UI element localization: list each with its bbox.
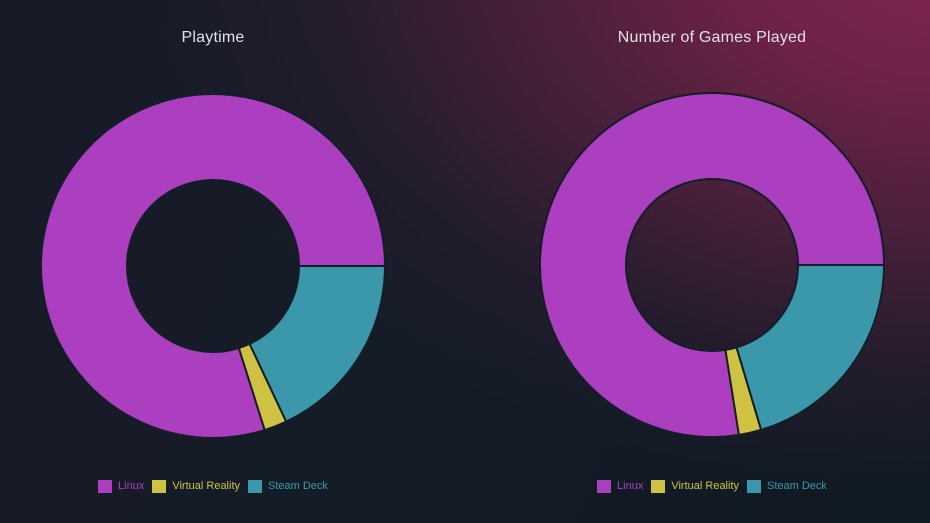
legend-item-steam-deck[interactable]: Steam Deck (747, 479, 827, 493)
legend-playtime: Linux Virtual Reality Steam Deck (33, 479, 393, 493)
legend-item-virtual-reality[interactable]: Virtual Reality (651, 479, 739, 493)
legend-swatch-virtual-reality (651, 479, 666, 493)
chart-playtime: Playtime Linux Virtual Reality Steam Dec… (33, 0, 393, 523)
chart-title-games-played: Number of Games Played (617, 29, 807, 46)
legend-label-steam-deck: Steam Deck (767, 480, 827, 492)
legend-item-linux[interactable]: Linux (597, 479, 643, 493)
games-played-donut (539, 92, 886, 438)
legend-label-virtual-reality: Virtual Reality (172, 480, 241, 492)
legend-label-steam-deck: Steam Deck (268, 480, 328, 492)
legend-label-linux: Linux (118, 480, 145, 492)
legend-swatch-linux (98, 479, 113, 493)
legend-label-linux: Linux (617, 480, 644, 492)
legend-games-played: Linux Virtual Reality Steam Deck (532, 479, 892, 493)
legend-item-steam-deck[interactable]: Steam Deck (248, 479, 328, 493)
legend-swatch-steam-deck (747, 479, 762, 493)
legend-swatch-steam-deck (248, 479, 263, 493)
chart-title-playtime: Playtime (181, 29, 245, 46)
legend-label-virtual-reality: Virtual Reality (671, 480, 740, 492)
legend-item-linux[interactable]: Linux (98, 479, 144, 493)
playtime-donut (40, 93, 387, 439)
legend-item-virtual-reality[interactable]: Virtual Reality (152, 479, 240, 493)
donut-slice-linux[interactable] (40, 93, 387, 439)
donut-slice-steam-deck[interactable] (248, 265, 387, 423)
donut-slice-steam-deck[interactable] (735, 264, 886, 432)
chart-games-played: Number of Games Played Linux Virtual Rea… (532, 0, 892, 523)
legend-swatch-virtual-reality (152, 479, 167, 493)
donut-slice-linux[interactable] (539, 92, 886, 438)
legend-swatch-linux (597, 479, 612, 493)
